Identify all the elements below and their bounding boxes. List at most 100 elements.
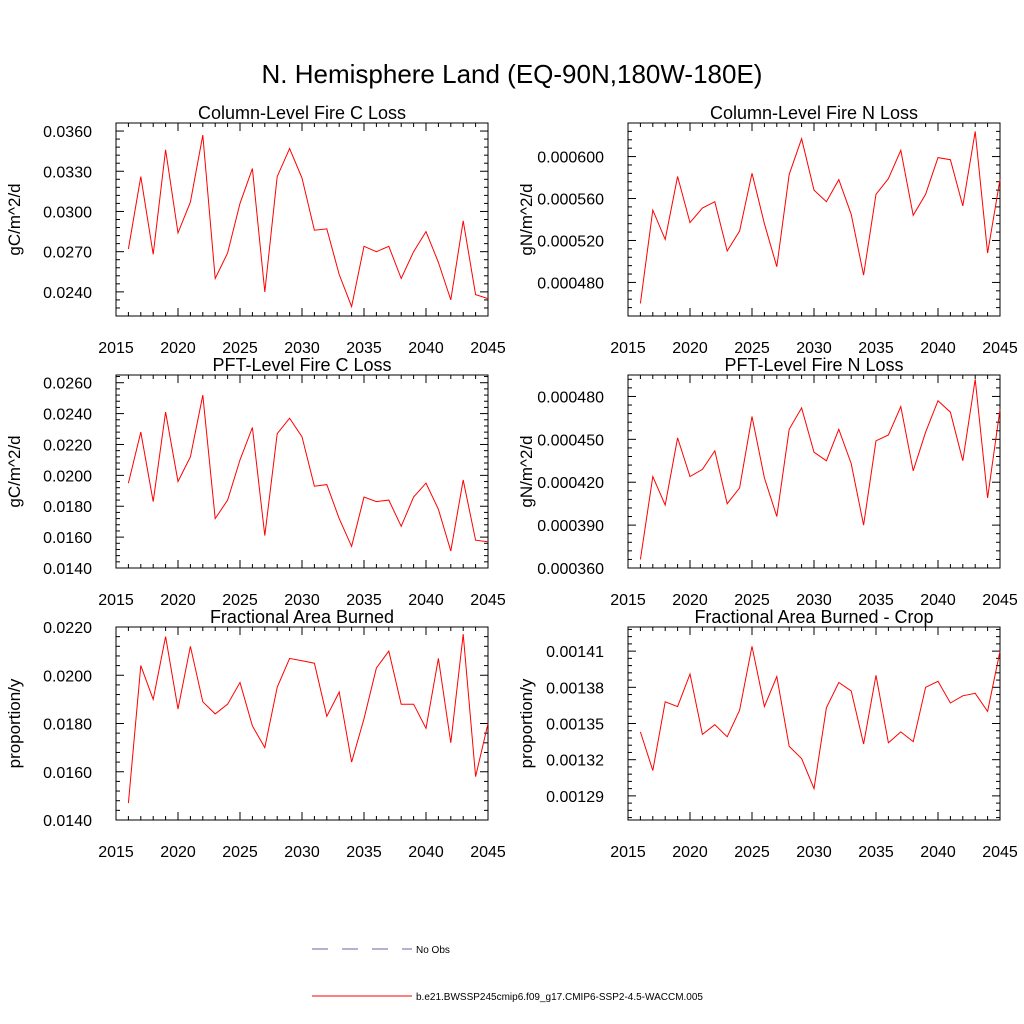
x-tick-label: 2025 bbox=[222, 844, 258, 861]
y-tick-label: 0.0240 bbox=[43, 407, 92, 424]
series-line-fractional-area-burned-crop bbox=[639, 646, 1001, 791]
y-tick-label: 0.000560 bbox=[537, 192, 604, 209]
x-tick-label: 2040 bbox=[920, 592, 956, 609]
x-tick-label: 2040 bbox=[920, 340, 956, 357]
y-tick-label: 0.0220 bbox=[43, 437, 92, 454]
x-tick-label: 2040 bbox=[920, 844, 956, 861]
y-tick-label: 0.000360 bbox=[537, 561, 604, 578]
x-tick-label: 2025 bbox=[222, 592, 258, 609]
panel-title: Column-Level Fire C Loss bbox=[198, 103, 406, 123]
x-tick-label: 2035 bbox=[858, 592, 894, 609]
y-axis-label: gN/m^2/d bbox=[517, 183, 536, 255]
x-tick-label: 2015 bbox=[98, 592, 134, 609]
y-tick-label: 0.0300 bbox=[43, 204, 92, 221]
x-tick-label: 2035 bbox=[858, 340, 894, 357]
x-tick-label: 2020 bbox=[672, 592, 708, 609]
plot-frame bbox=[115, 626, 489, 821]
legend-series-label: b.e21.BWSSP245cmip6.f09_g17.CMIP6-SSP2-4… bbox=[416, 992, 703, 1003]
y-tick-label: 0.00141 bbox=[546, 644, 604, 661]
x-tick-label: 2045 bbox=[982, 844, 1018, 861]
panel-column-level-fire-c-loss: Column-Level Fire C Loss gC/m^2/d 2015 2020… bbox=[5, 103, 506, 357]
x-tick-label: 2020 bbox=[160, 340, 196, 357]
x-tick-label: 2035 bbox=[858, 844, 894, 861]
y-tick-label: 0.00132 bbox=[546, 753, 604, 770]
y-tick-label: 0.0180 bbox=[43, 499, 92, 516]
x-tick-label: 2045 bbox=[470, 592, 506, 609]
y-tick-label: 0.000390 bbox=[537, 518, 604, 535]
x-tick-label: 2035 bbox=[346, 340, 382, 357]
y-tick-label: 0.000480 bbox=[537, 389, 604, 406]
y-axis-label: proportion/y bbox=[5, 678, 24, 768]
y-tick-label: 0.000520 bbox=[537, 233, 604, 250]
panel-column-level-fire-n-loss: Column-Level Fire N Loss gN/m^2/d 2015 2020… bbox=[517, 103, 1018, 357]
y-tick-label: 0.0220 bbox=[43, 620, 92, 637]
x-tick-label: 2015 bbox=[98, 844, 134, 861]
plot-frame bbox=[115, 122, 489, 317]
y-tick-label: 0.000450 bbox=[537, 432, 604, 449]
y-tick-label: 0.0240 bbox=[43, 285, 92, 302]
y-tick-label: 0.0330 bbox=[43, 164, 92, 181]
panel-title: PFT-Level Fire N Loss bbox=[724, 355, 903, 375]
series-line-fractional-area-burned bbox=[127, 634, 489, 804]
x-tick-label: 2015 bbox=[610, 844, 646, 861]
x-tick-label: 2025 bbox=[734, 592, 770, 609]
x-tick-label: 2040 bbox=[408, 592, 444, 609]
y-tick-label: 0.0180 bbox=[43, 717, 92, 734]
series-line-pft-level-fire-n-loss bbox=[639, 379, 1001, 560]
x-tick-label: 2025 bbox=[734, 340, 770, 357]
y-axis-label: proportion/y bbox=[517, 678, 536, 768]
x-tick-label: 2020 bbox=[160, 844, 196, 861]
x-tick-label: 2045 bbox=[982, 592, 1018, 609]
x-tick-label: 2030 bbox=[284, 592, 320, 609]
panel-title: Fractional Area Burned - Crop bbox=[694, 607, 933, 627]
x-tick-label: 2045 bbox=[470, 340, 506, 357]
y-tick-label: 0.0140 bbox=[43, 813, 92, 830]
x-tick-label: 2015 bbox=[98, 340, 134, 357]
y-tick-label: 0.0200 bbox=[43, 468, 92, 485]
x-tick-label: 2030 bbox=[284, 844, 320, 861]
x-tick-label: 2040 bbox=[408, 340, 444, 357]
x-tick-label: 2035 bbox=[346, 844, 382, 861]
legend-obs-label: No Obs bbox=[416, 945, 450, 956]
series-line-column-level-fire-n-loss bbox=[639, 131, 1001, 304]
y-tick-label: 0.0200 bbox=[43, 668, 92, 685]
figure-title: N. Hemisphere Land (EQ-90N,180W-180E) bbox=[262, 59, 763, 89]
y-tick-label: 0.0360 bbox=[43, 124, 92, 141]
y-tick-label: 0.000480 bbox=[537, 275, 604, 292]
y-tick-label: 0.0160 bbox=[43, 765, 92, 782]
panel-title: Fractional Area Burned bbox=[210, 607, 394, 627]
x-tick-label: 2025 bbox=[222, 340, 258, 357]
x-tick-label: 2030 bbox=[796, 340, 832, 357]
plot-frame bbox=[627, 626, 1001, 821]
x-tick-label: 2020 bbox=[672, 844, 708, 861]
panel-fractional-area-burned-crop: Fractional Area Burned - Crop proportion/… bbox=[517, 607, 1018, 861]
plot-frame bbox=[115, 374, 489, 569]
y-axis-label: gN/m^2/d bbox=[517, 435, 536, 507]
x-tick-label: 2020 bbox=[160, 592, 196, 609]
x-tick-label: 2040 bbox=[408, 844, 444, 861]
x-tick-label: 2035 bbox=[346, 592, 382, 609]
panels: Column-Level Fire C Loss gC/m^2/d 2015 2020… bbox=[5, 103, 1018, 861]
y-tick-label: 0.00135 bbox=[546, 717, 604, 734]
series-line-pft-level-fire-c-loss bbox=[127, 395, 489, 552]
x-tick-label: 2045 bbox=[982, 340, 1018, 357]
y-axis-label: gC/m^2/d bbox=[5, 435, 24, 507]
x-tick-label: 2030 bbox=[796, 592, 832, 609]
y-tick-label: 0.000600 bbox=[537, 150, 604, 167]
plot-frame bbox=[627, 122, 1001, 317]
plot-frame bbox=[627, 374, 1001, 569]
x-tick-label: 2045 bbox=[470, 844, 506, 861]
panel-fractional-area-burned: Fractional Area Burned proportion/y 2015 20… bbox=[5, 607, 506, 861]
series-line-column-level-fire-c-loss bbox=[127, 135, 489, 309]
y-tick-label: 0.00129 bbox=[546, 789, 604, 806]
legend: No Obs b.e21.BWSSP245cmip6.f09_g17.CMIP6… bbox=[312, 945, 703, 1003]
y-tick-label: 0.00138 bbox=[546, 680, 604, 697]
panel-pft-level-fire-c-loss: PFT-Level Fire C Loss gC/m^2/d 2015 2020 202… bbox=[5, 355, 506, 609]
y-tick-label: 0.0160 bbox=[43, 530, 92, 547]
y-tick-label: 0.0260 bbox=[43, 376, 92, 393]
x-tick-label: 2030 bbox=[284, 340, 320, 357]
x-tick-label: 2030 bbox=[796, 844, 832, 861]
x-tick-label: 2015 bbox=[610, 592, 646, 609]
x-tick-label: 2025 bbox=[734, 844, 770, 861]
